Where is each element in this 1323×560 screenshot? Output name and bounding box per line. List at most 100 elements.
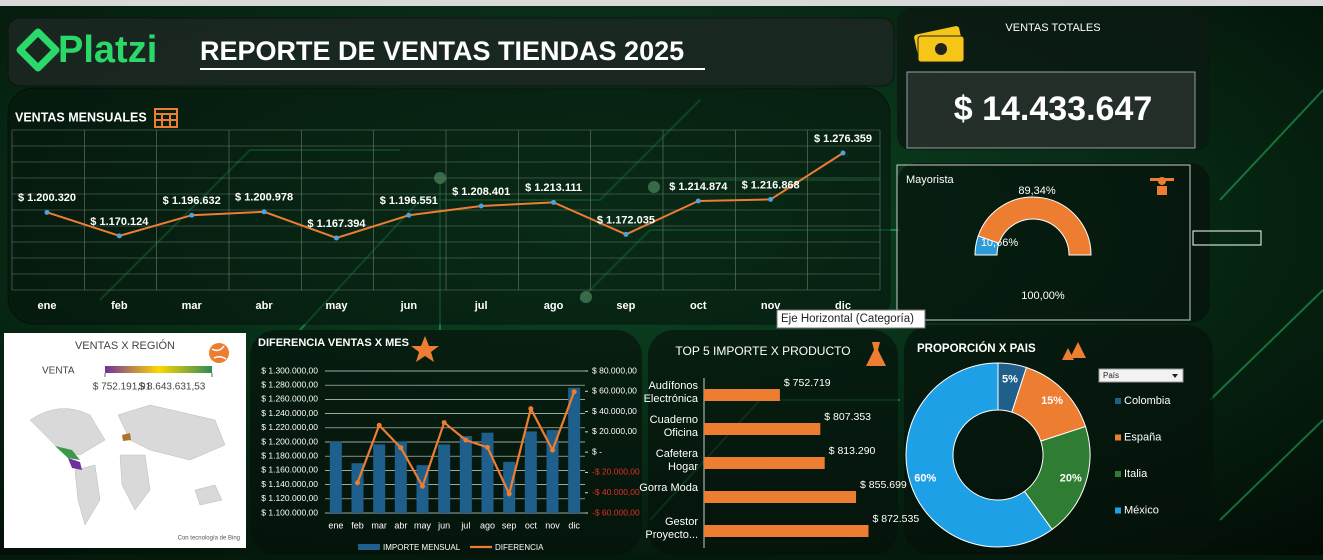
bar <box>329 441 342 513</box>
map-credit: Con tecnología de Bing <box>178 536 240 542</box>
point <box>355 480 360 486</box>
point <box>485 444 490 450</box>
x-tick-label: nov <box>761 300 781 312</box>
y-tick-label: Cafetera Hogar <box>655 448 698 473</box>
tooltip-box <box>776 309 926 329</box>
category-label-box: Gorra Moda <box>639 482 698 494</box>
point <box>376 422 382 428</box>
legend-swatch <box>1115 434 1121 441</box>
legend-label: IMPORTE MENSUAL <box>383 543 461 552</box>
data-label: $ 872.535 <box>872 513 919 525</box>
y-tick-label: $ 1.220.000,00 <box>261 422 318 432</box>
sheet-header <box>0 0 1323 6</box>
point <box>623 231 629 237</box>
map-region <box>68 458 82 470</box>
legend-title: VENTA <box>42 366 75 377</box>
x-tick-label: abr <box>394 520 407 530</box>
x-tick-label: feb <box>111 300 128 312</box>
bar <box>438 444 451 513</box>
worker-icon <box>1150 177 1174 195</box>
point <box>406 212 412 218</box>
data-label: $ 752.719 <box>784 377 831 389</box>
category-label-box: Cuaderno Oficina <box>649 414 698 439</box>
data-label: $ 1.213.111 <box>525 182 582 194</box>
data-label: $ 1.216.868 <box>742 179 800 191</box>
legend-label: Italia <box>1124 468 1148 480</box>
data-label: $ 1.208.401 <box>452 186 510 198</box>
legend-label: México <box>1124 504 1159 516</box>
x-tick-label: ago <box>480 520 495 530</box>
data-label: $ 813.290 <box>829 445 876 457</box>
legend-swatch <box>1115 507 1121 514</box>
world-map <box>29 404 226 526</box>
point <box>441 420 447 426</box>
y2-tick-label: -$ 20.000,00 <box>592 467 640 477</box>
data-label: $ 1.167.394 <box>307 218 366 230</box>
chart-title: VENTAS X REGIÓN <box>75 339 175 352</box>
y-tick-label: Cuaderno Oficina <box>649 414 698 439</box>
gauge-segment <box>977 196 1092 256</box>
point <box>768 196 774 202</box>
globe-icon <box>209 343 229 363</box>
filter-button <box>1098 368 1184 383</box>
chart-title: Mayorista <box>906 174 955 186</box>
point <box>116 233 122 239</box>
point <box>44 209 50 215</box>
y-tick-label: Gorra Moda <box>639 482 698 494</box>
y2-tick-label: $ 40.000,00 <box>592 406 637 416</box>
x-tick-label: mar <box>371 520 387 530</box>
x-tick-label: jul <box>474 300 488 312</box>
legend-label: DIFERENCIA <box>495 543 544 552</box>
x-tick-label: oct <box>525 520 538 530</box>
data-label: $ 1.170.124 <box>90 216 149 228</box>
total-label: 100,00% <box>1021 290 1065 302</box>
bar <box>524 431 537 513</box>
y-tick-label: $ 1.140.000,00 <box>261 479 318 489</box>
x-tick-label: nov <box>545 520 560 530</box>
logo-text: Platzi <box>58 29 157 71</box>
point <box>840 150 846 156</box>
point <box>478 203 484 209</box>
legend-label: España <box>1124 431 1162 443</box>
map-region <box>122 433 131 441</box>
bar <box>459 436 472 513</box>
point <box>528 406 534 412</box>
x-tick-label: jul <box>460 520 470 530</box>
bar <box>568 387 581 513</box>
tree-icon <box>1062 342 1086 360</box>
data-label: $ 1.214.874 <box>669 181 728 193</box>
color-scale <box>105 366 212 373</box>
x-tick-label: ene <box>38 300 57 312</box>
y-tick-label: $ 1.280.000,00 <box>261 379 318 389</box>
x-tick-label: jun <box>400 300 418 312</box>
data-label: $ 1.196.551 <box>380 195 438 207</box>
chart-title: DIFERENCIA VENTAS X MES <box>258 337 409 349</box>
y2-tick-label: $ 60.000,00 <box>592 386 637 396</box>
x-tick-label: abr <box>256 300 274 312</box>
y-tick-label: $ 1.300.000,00 <box>261 365 318 375</box>
logo-mark <box>16 28 60 72</box>
filter-label: País <box>1103 371 1119 380</box>
y2-tick-label: $ 20.000,00 <box>592 426 637 436</box>
bar <box>704 389 780 401</box>
scale-label: $ 8.643.631,53 <box>139 382 206 393</box>
bar <box>503 461 516 513</box>
report-title: REPORTE DE VENTAS TIENDAS 2025 <box>200 36 684 66</box>
filter-arrow <box>1172 374 1178 378</box>
gauge-panel <box>897 163 1210 323</box>
legend-swatch <box>1115 398 1121 404</box>
x-tick-label: may <box>325 300 348 312</box>
legend-label: Colombia <box>1124 395 1171 407</box>
point <box>550 447 555 453</box>
y-tick-label: Audífonos Electrónica <box>643 380 698 405</box>
data-label: 20% <box>1060 473 1082 485</box>
category-label-box: Gestor Proyecto... <box>645 516 698 541</box>
y-tick-label: $ 1.260.000,00 <box>261 394 318 404</box>
bar <box>546 430 559 513</box>
line <box>46 152 844 240</box>
y-tick-label: $ 1.100.000,00 <box>261 507 318 517</box>
cell-selection <box>1192 230 1262 246</box>
money-icon <box>914 26 965 63</box>
data-label: $ 1.276.359 <box>814 133 872 145</box>
